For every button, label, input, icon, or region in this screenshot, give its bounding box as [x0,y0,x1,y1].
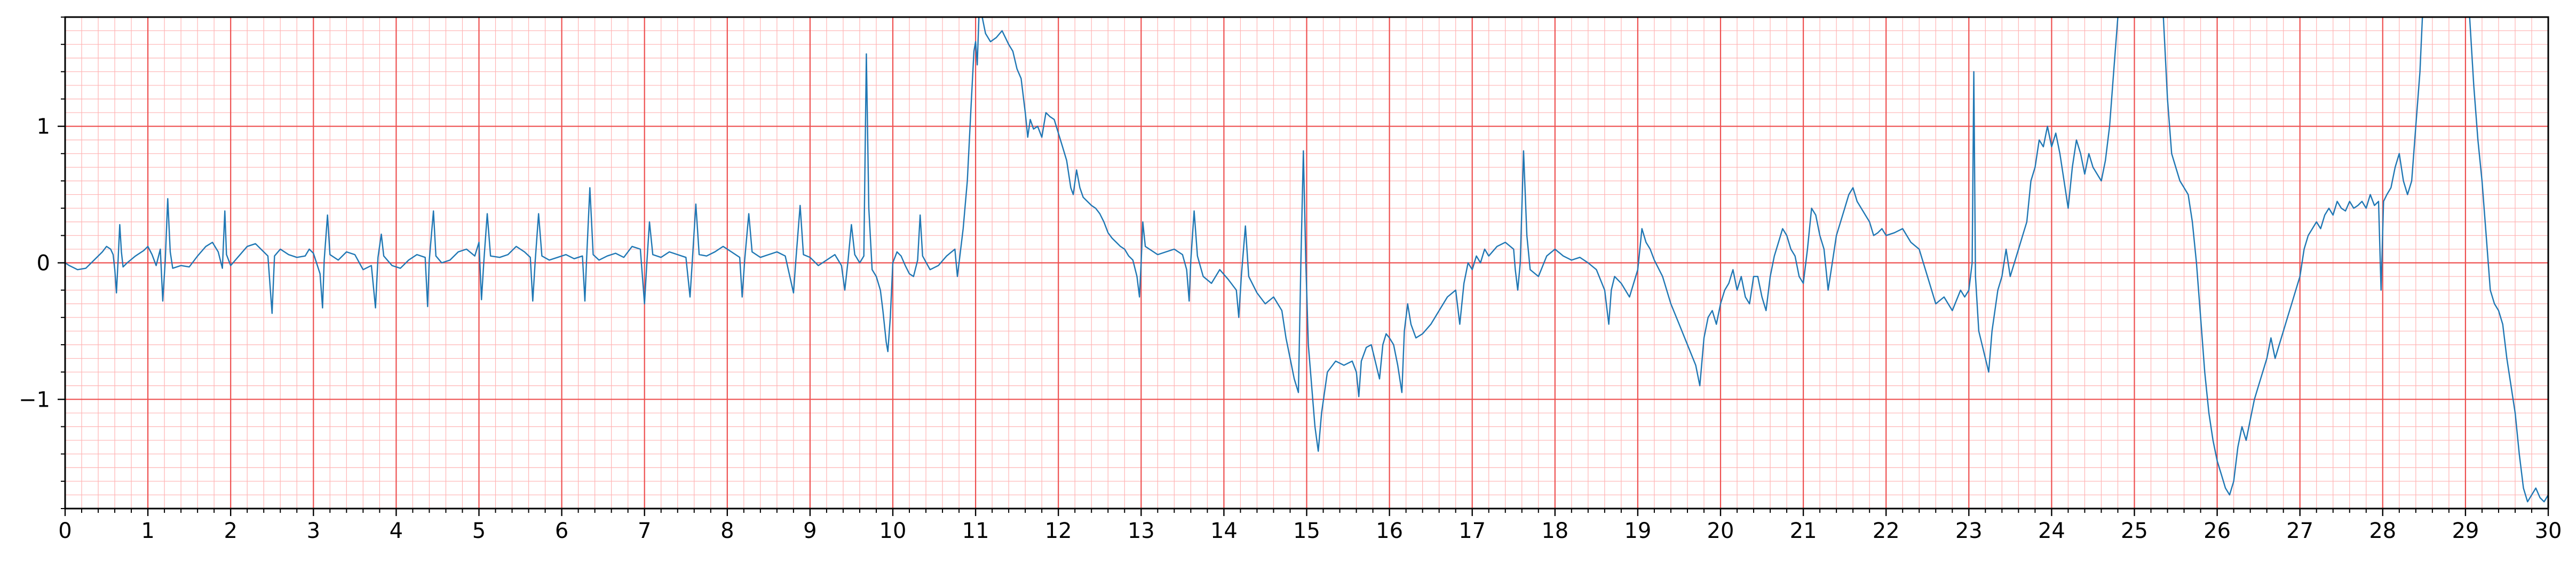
x-tick-label: 12 [1045,519,1072,543]
x-tick-label: 21 [1790,519,1817,543]
x-tick-label: 11 [962,519,989,543]
x-tick-label: 26 [2204,519,2231,543]
axes: 0 1 2 3 4 5 6 7 8 9 10 11 12 13 14 15 16 17 18 19 20 21 22 23 24… [19,16,2562,543]
x-tick-label: 5 [472,519,486,543]
x-tick-label: 6 [555,519,568,543]
y-tick-label: 1 [37,115,50,139]
x-tick-label: 18 [1541,519,1568,543]
x-tick-label: 3 [307,519,320,543]
x-tick-label: 30 [2535,519,2562,543]
x-tick-label: 20 [1707,519,1734,543]
x-tick-label: 7 [638,519,651,543]
x-tick-label: 10 [879,519,907,543]
x-tick-label: 1 [141,519,154,543]
x-tick-label: 8 [720,519,734,543]
y-tick-label: −1 [19,387,50,412]
x-tick-label: 28 [2369,519,2396,543]
x-tick-label: 17 [1459,519,1486,543]
x-tick-label: 16 [1376,519,1403,543]
major-grid [64,17,2549,509]
x-tick-label: 29 [2452,519,2479,543]
x-tick-label: 2 [224,519,237,543]
x-tick-label: 13 [1128,519,1155,543]
x-tick-label: 0 [58,519,72,543]
x-tick-label: 25 [2121,519,2148,543]
ecg-trace-line [65,17,2548,503]
x-tick-label: 4 [390,519,403,543]
x-tick-label: 24 [2038,519,2065,543]
x-tick-label: 22 [1873,519,1900,543]
y-tick-label: 0 [37,251,50,276]
x-tick-label: 9 [803,519,817,543]
x-tick-label: 27 [2286,519,2313,543]
x-tick-label: 14 [1210,519,1238,543]
x-tick-label: 15 [1293,519,1320,543]
x-tick-label: 23 [1955,519,1983,543]
x-tick-label: 19 [1624,519,1651,543]
plot-area [65,17,2548,503]
